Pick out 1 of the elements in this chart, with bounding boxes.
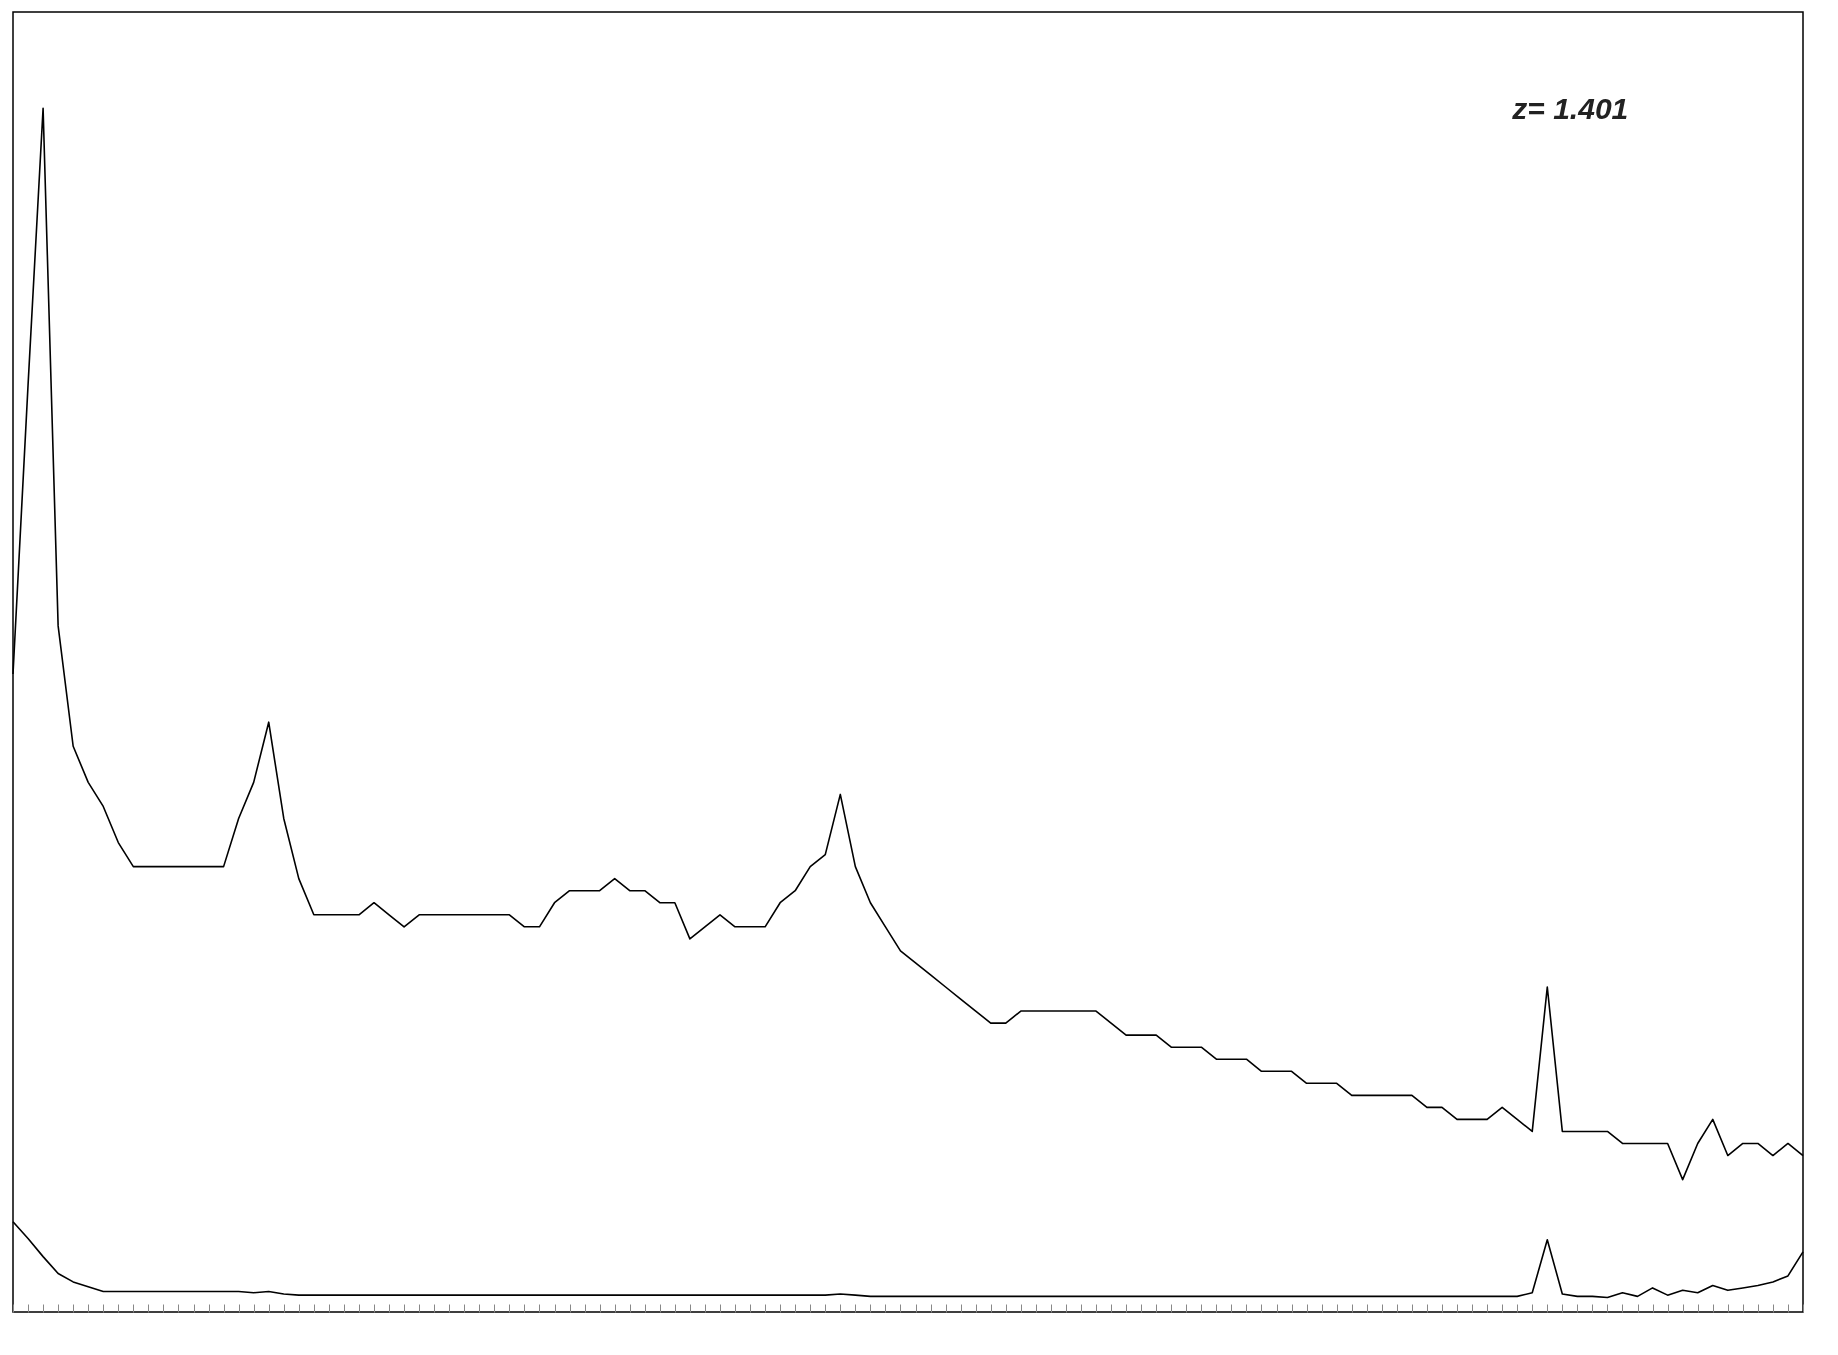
annotation: z= 1.401 <box>1511 91 1629 125</box>
